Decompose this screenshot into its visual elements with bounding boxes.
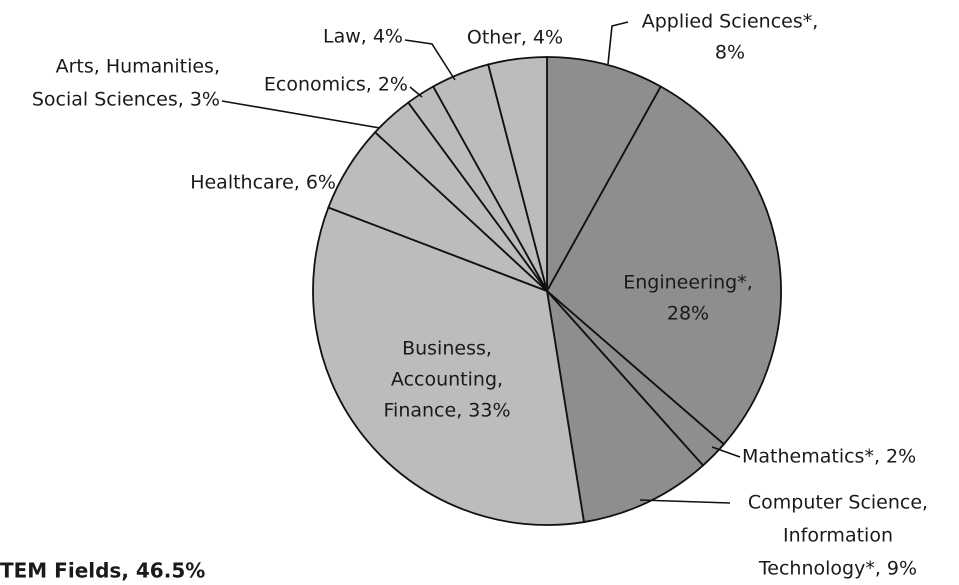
data-label: Computer Science, xyxy=(748,492,928,514)
data-label: Business, xyxy=(402,338,492,360)
data-label: 28% xyxy=(667,303,709,325)
data-label: Law, 4% xyxy=(323,26,403,48)
data-label: Finance, 33% xyxy=(384,400,511,422)
leader-line xyxy=(221,100,381,129)
data-label: Applied Sciences*, xyxy=(642,11,819,33)
leader-line xyxy=(711,446,741,458)
data-label: Accounting, xyxy=(391,369,503,391)
leader-line xyxy=(607,21,629,65)
pie-slice xyxy=(545,85,782,446)
data-label: Other, 4% xyxy=(467,27,563,49)
data-label: Mathematics*, 2% xyxy=(742,446,916,468)
pie-slice xyxy=(546,56,662,295)
leader-line xyxy=(409,86,423,98)
data-label: Healthcare, 6% xyxy=(190,172,336,194)
data-label: Engineering*, xyxy=(623,272,753,294)
data-label: Social Sciences, 3% xyxy=(32,89,220,111)
data-label: 8% xyxy=(715,42,745,64)
data-label: Economics, 2% xyxy=(264,74,408,96)
data-label: Technology*, 9% xyxy=(758,558,917,580)
leader-line xyxy=(639,499,731,504)
leader-line xyxy=(404,39,456,81)
data-label: Arts, Humanities, xyxy=(56,56,220,78)
data-label: Information xyxy=(783,525,893,547)
annotation: TEM Fields, 46.5% xyxy=(0,559,205,583)
pie-slice xyxy=(312,206,586,526)
pie-slice xyxy=(487,56,548,292)
pie-slice xyxy=(545,288,705,524)
